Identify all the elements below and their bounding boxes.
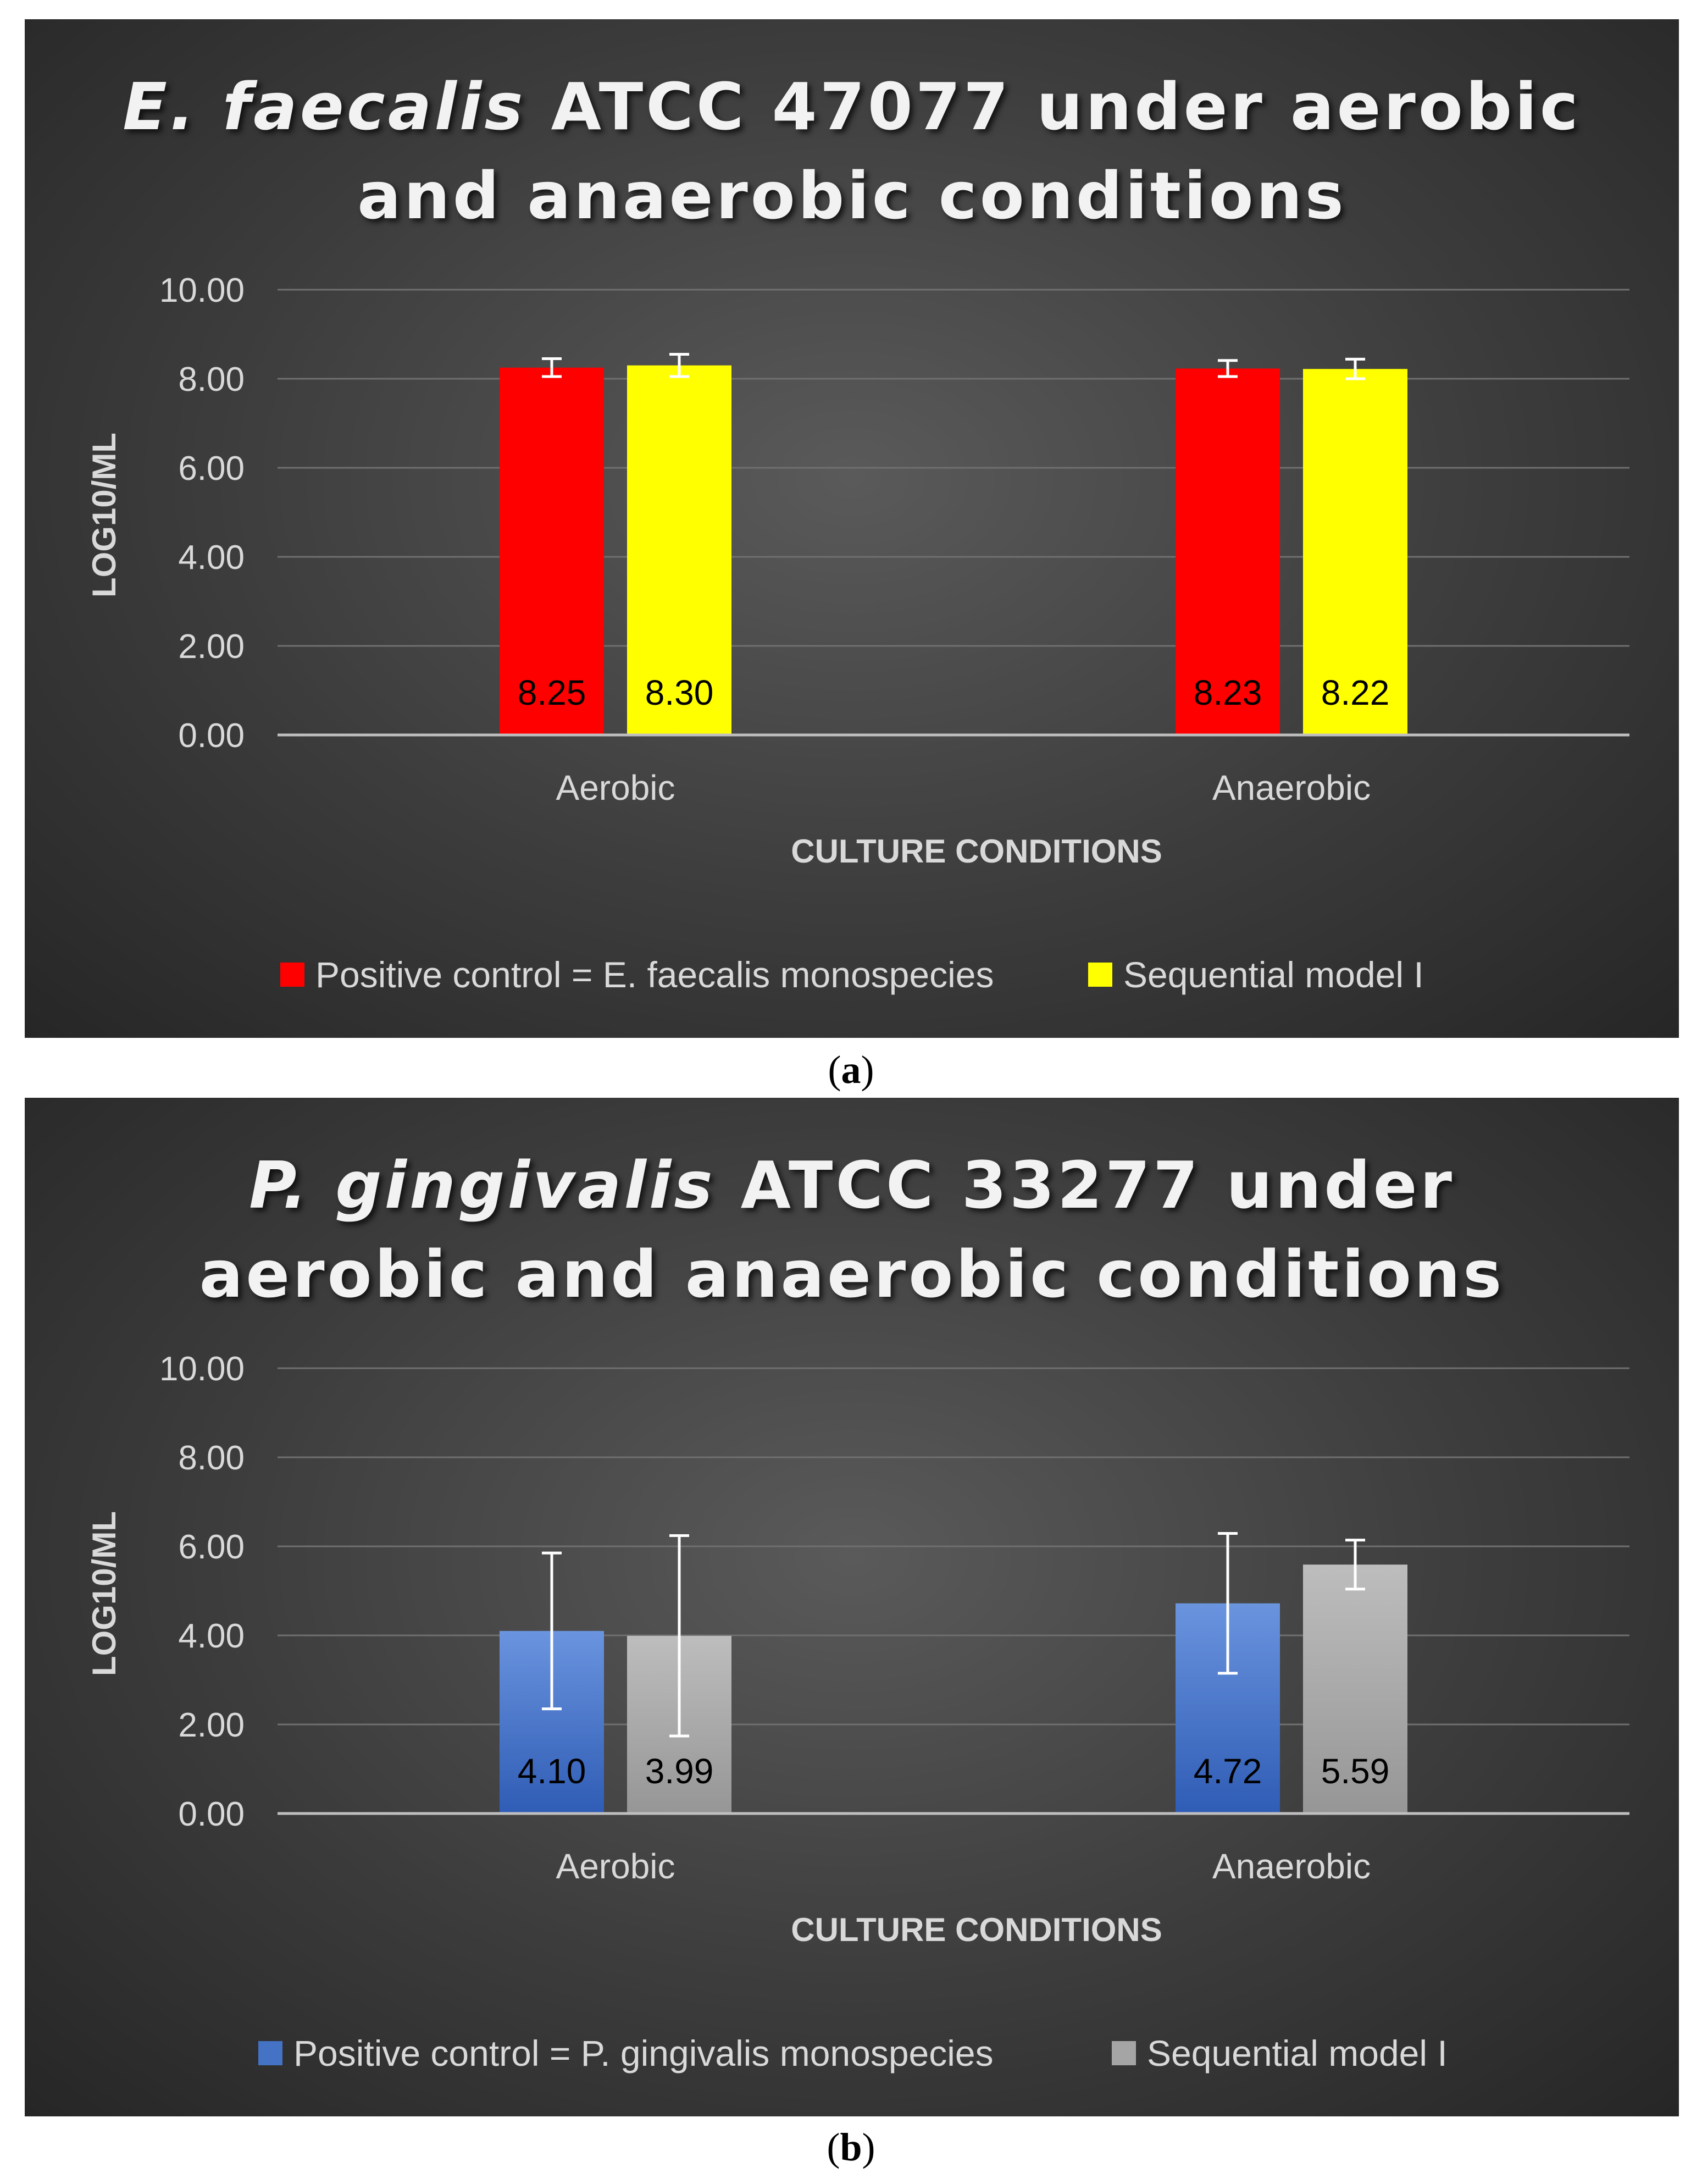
legend-swatch (258, 2041, 282, 2065)
legend-label: Positive control = E. faecalis monospeci… (315, 954, 994, 995)
x-axis-title: CULTURE CONDITIONS (791, 833, 1162, 870)
bar (1303, 369, 1407, 735)
chart-title: E. faecalis ATCC 47077 under aerobic and… (25, 62, 1679, 240)
y-tick-label: 2.00 (178, 1706, 245, 1744)
data-label: 8.25 (518, 673, 586, 712)
y-tick-label: 8.00 (178, 361, 245, 399)
x-tick-label: Anaerobic (1212, 768, 1371, 808)
legend-item-sequential-model: Sequential model I (1088, 954, 1424, 996)
title-species: E. faecalis (123, 69, 526, 145)
x-tick-label: Aerobic (556, 1846, 675, 1886)
x-tick-label: Anaerobic (1212, 1846, 1371, 1886)
y-tick-label: 0.00 (178, 717, 245, 755)
bar (1303, 1564, 1407, 1813)
bar-group: 4.10 (500, 1551, 604, 1813)
y-tick-label: 10.00 (159, 272, 245, 309)
data-label: 4.72 (1194, 1751, 1262, 1791)
bar-group: 3.99 (627, 1534, 731, 1813)
bar (500, 367, 604, 735)
y-tick-label: 2.00 (178, 628, 245, 666)
legend-swatch (280, 963, 304, 987)
chart-panel-b: P. gingivalis ATCC 33277 under aerobic a… (25, 1098, 1679, 2116)
chart-panel-a: E. faecalis ATCC 47077 under aerobic and… (25, 19, 1679, 1038)
title-species: P. gingivalis (249, 1147, 716, 1223)
data-label: 8.22 (1321, 673, 1390, 712)
data-label: 3.99 (645, 1751, 714, 1791)
title-line2: aerobic and anaerobic conditions (199, 1236, 1505, 1312)
bar-group: 8.25 (500, 357, 604, 735)
x-tick-label: Aerobic (556, 768, 675, 808)
title-line1-rest: ATCC 47077 under aerobic (525, 69, 1581, 145)
legend-item-positive-control: Positive control = P. gingivalis monospe… (258, 2032, 994, 2074)
y-tick-label: 6.00 (178, 1528, 245, 1566)
y-tick-label: 6.00 (178, 450, 245, 488)
y-axis-title: LOG10/ML (86, 433, 123, 598)
data-label: 8.30 (645, 673, 714, 712)
bar-group: 8.22 (1303, 357, 1407, 735)
bar-group: 5.59 (1303, 1539, 1407, 1813)
legend-swatch (1088, 963, 1112, 987)
bar (627, 365, 731, 735)
caption-b: (b) (827, 2125, 875, 2169)
y-tick-label: 4.00 (178, 1617, 245, 1655)
y-tick-label: 0.00 (178, 1795, 245, 1833)
title-line1-rest: ATCC 33277 under (715, 1147, 1455, 1223)
bar-chart: 0.00 2.00 4.00 6.00 8.00 10.00 4.10 3.99 Aerobic… (86, 1350, 1629, 1948)
legend-label: Sequential model I (1123, 954, 1424, 995)
y-tick-label: 4.00 (178, 539, 245, 577)
legend-item-positive-control: Positive control = E. faecalis monospeci… (280, 954, 994, 996)
title-line2: and anaerobic conditions (357, 158, 1346, 234)
data-label: 4.10 (518, 1751, 586, 1791)
y-tick-label: 10.00 (159, 1350, 245, 1388)
data-label: 8.23 (1194, 673, 1262, 712)
legend-swatch (1112, 2041, 1136, 2065)
y-tick-label: 8.00 (178, 1439, 245, 1477)
caption-a: (a) (828, 1048, 874, 1092)
x-axis-title: CULTURE CONDITIONS (791, 1911, 1162, 1948)
bar-chart: 0.00 2.00 4.00 6.00 8.00 10.00 8.25 8.30 Aerobic… (86, 272, 1629, 870)
bar-group: 8.23 (1176, 359, 1280, 735)
bar-group: 8.30 (627, 352, 731, 735)
chart-title: P. gingivalis ATCC 33277 under aerobic a… (25, 1141, 1679, 1319)
data-label: 5.59 (1321, 1751, 1390, 1791)
bar (1176, 368, 1280, 735)
legend-item-sequential-model: Sequential model I (1112, 2032, 1448, 2074)
bar-group: 4.72 (1176, 1532, 1280, 1813)
legend-label: Sequential model I (1147, 2033, 1448, 2074)
legend-label: Positive control = P. gingivalis monospe… (293, 2033, 994, 2074)
y-axis-title: LOG10/ML (86, 1511, 123, 1676)
